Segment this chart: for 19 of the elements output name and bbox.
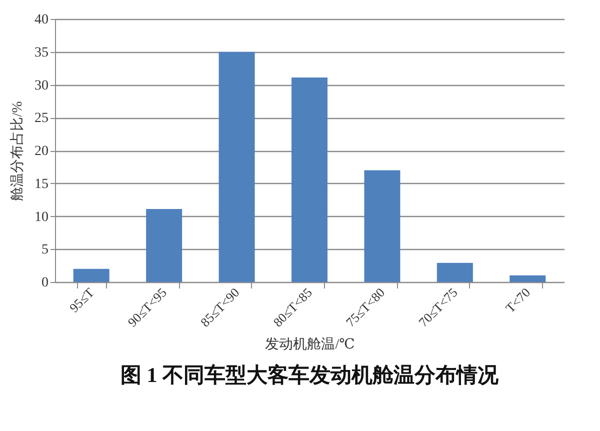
y-tick-label: 10 [34,210,48,225]
y-tick-label: 25 [34,111,48,126]
bar [436,262,473,282]
bar [218,52,255,282]
y-tick-label: 35 [34,45,48,60]
bar [292,78,328,282]
bar [146,209,182,282]
y-tick-label: 30 [34,78,48,94]
x-axis-title: 发动机舱温/℃ [265,336,355,353]
y-tick-label: 0 [42,276,48,290]
y-tick-label: 5 [42,242,48,258]
y-tick-label: 40 [34,12,48,28]
y-axis-title: 舱温分布占比/% [10,100,26,201]
bar [73,268,110,282]
y-tick-label: 15 [34,176,48,192]
y-tick-label: 20 [34,144,48,159]
bar [364,170,400,282]
text: 图 1 不同车型大客车发动机舱温分布情况 [120,363,500,388]
bar [510,275,546,282]
